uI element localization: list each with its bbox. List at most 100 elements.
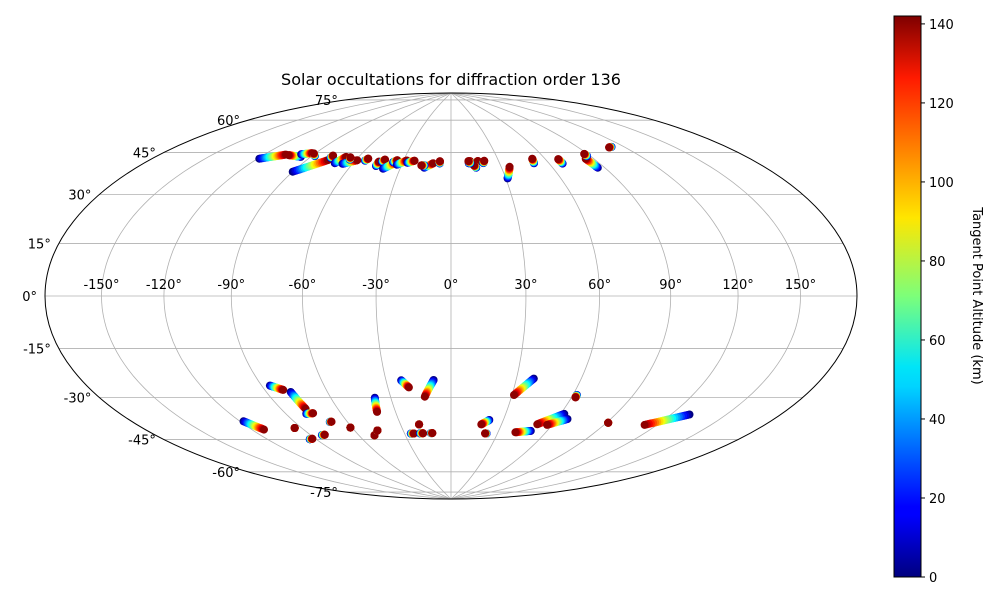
occultation-point [404,383,413,392]
occultation-point [417,161,426,170]
occultation-point [640,420,649,429]
occultation-point [381,155,390,164]
occultation-point [435,157,444,166]
occultation-point [346,423,355,432]
occultation-track [510,374,538,399]
lon-tick-label: -90° [217,278,245,293]
occultation-track [464,157,475,168]
occultation-points [239,142,694,444]
occultation-track [580,149,592,161]
occultation-point [543,420,552,429]
colorbar-tick-label: 60 [929,334,946,349]
occultation-point [419,429,428,438]
occultation-point [308,434,317,443]
occultation-track [239,417,268,434]
occultation-point [605,143,614,152]
occultation-track [406,429,418,438]
occultation-point [410,156,419,165]
colorbar-label: Tangent Point Altitude (km) [969,206,984,384]
occultation-track [416,429,428,438]
lon-tick-label: -60° [289,278,317,293]
occultation-track [302,409,318,418]
occultation-point [320,430,329,439]
colorbar-gradient [893,15,922,578]
occultation-point [481,429,490,438]
occultation-track [640,410,694,429]
occultation-track [435,157,444,168]
occultation-track [554,155,567,168]
occultation-track [373,426,382,435]
occultation-point [309,149,318,158]
occultation-track [346,423,355,432]
occultation-point [309,409,318,418]
occultation-point [353,156,362,165]
lon-tick-label: 120° [722,278,753,293]
lat-tick-label: 30° [68,189,91,204]
lon-tick-label: -30° [362,278,390,293]
occultation-point [580,149,589,158]
occultation-track [370,393,382,416]
occultation-point [415,420,424,429]
occultation-track [265,381,288,394]
occultation-point [554,155,563,164]
occultation-track [511,426,535,437]
colorbar-tick-label: 40 [929,413,946,428]
occultation-track [420,376,438,401]
lat-tick-label: -30° [64,392,92,407]
occultation-track [290,424,299,432]
colorbar-tick-label: 0 [929,571,937,586]
occultation-track [288,156,333,176]
occultation-track [415,420,424,429]
occultation-point [284,151,293,160]
colorbar-tick-label: 100 [929,176,954,191]
occultation-track [378,155,390,166]
occultation-track [571,391,581,402]
lon-tick-label: -150° [83,278,119,293]
lat-tick-label: 15° [28,237,51,252]
colorbar-tick-label: 120 [929,97,954,112]
lat-tick-label: 45° [133,146,156,161]
occultation-point [428,429,437,438]
occultation-point [290,424,299,432]
occultation-point [327,417,336,426]
occultation-point [373,407,382,416]
map-outline [44,92,858,500]
lat-tick-label: 75° [315,94,338,109]
occultation-point [571,393,580,402]
occultation-track [361,154,373,165]
occultation-point [533,420,542,429]
occultation-track [309,149,319,161]
occultation-point [329,151,338,160]
occultation-track [481,429,491,438]
lat-tick-label: -15° [23,343,51,358]
map-grid [45,92,857,500]
occultation-point [420,392,429,401]
occultation-track [326,151,338,162]
occultation-track [255,150,290,163]
occultation-point [604,418,613,427]
occultation-point [429,159,438,168]
occultation-track [305,434,317,444]
chart-title: Solar occultations for diffraction order… [281,70,621,89]
lon-tick-label: 150° [785,278,816,293]
occultation-point [464,157,473,166]
occultation-track [397,376,413,392]
lon-tick-label: 90° [659,278,682,293]
lat-tick-label: 0° [22,290,37,305]
lat-tick-label: 60° [217,114,240,129]
colorbar-ticks: 0 20 40 60 80 100 120 140 [921,18,954,586]
occultation-track [325,417,336,426]
occultation-track [503,162,514,183]
occultation-point [477,420,486,429]
colorbar: 0 20 40 60 80 100 120 140 Tangent Point Altitud… [893,15,984,586]
lon-tick-label: 30° [514,278,537,293]
occultation-track [297,149,317,159]
colorbar-tick-label: 140 [929,18,954,33]
occultation-point [510,391,518,399]
occultation-point [480,156,489,165]
occultation-track [543,415,572,429]
occultation-track [528,154,538,168]
occultation-point [364,154,373,163]
lon-tick-label: 60° [588,278,611,293]
